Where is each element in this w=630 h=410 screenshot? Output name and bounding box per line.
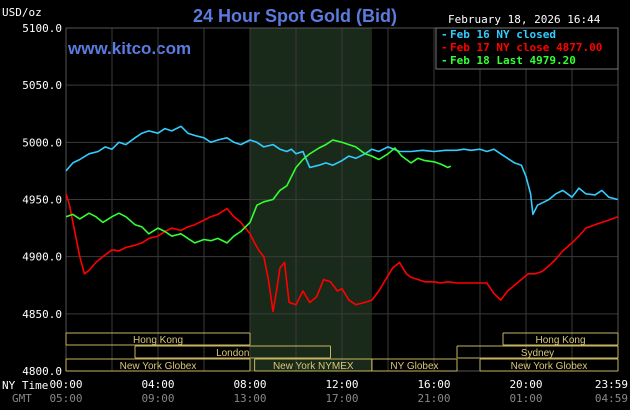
series-line (65, 139, 452, 244)
x-tick-label-ny: 00:00 (49, 378, 82, 391)
x-tick-label-ny: 04:00 (141, 378, 174, 391)
series-line (65, 125, 618, 216)
session-bar: Sydney (456, 345, 619, 359)
x-tick-label-gmt: 17:00 (325, 392, 358, 405)
ny-time-row-label: NY Time (2, 379, 48, 392)
x-axis: 00:00 04:00 08:00 12:00 16:00 20:00 23:59 05:00… (49, 378, 628, 405)
legend-item-feb16: Feb 16 NY closed (450, 28, 556, 41)
session-label: Hong Kong (535, 335, 585, 346)
y-tick-label: 5050.0 (22, 79, 62, 92)
website-watermark: www.kitco.com (67, 39, 191, 58)
y-unit-label: USD/oz (2, 6, 42, 19)
chart-date-time: February 18, 2026 16:44 (448, 13, 601, 26)
session-label: Hong Kong (133, 335, 183, 346)
y-tick-label: 4850.0 (22, 308, 62, 321)
legend-marker: - (441, 41, 448, 54)
session-label: New York NYMEX (273, 361, 354, 372)
x-tick-label-gmt: 04:59 (595, 392, 628, 405)
x-tick-label-gmt: 09:00 (141, 392, 174, 405)
x-tick-label-gmt: 13:00 (233, 392, 266, 405)
session-label: London (216, 348, 249, 359)
session-bar: New York Globex (65, 358, 251, 372)
session-bar: London (134, 345, 331, 359)
legend-box (435, 27, 619, 70)
session-bar: Hong Kong (65, 332, 251, 346)
series-line (65, 193, 619, 313)
y-tick-label: 5100.0 (22, 22, 62, 35)
x-tick-label-gmt: 05:00 (49, 392, 82, 405)
legend-marker: - (441, 54, 448, 67)
y-tick-label: 4800.0 (22, 365, 62, 378)
session-label: NY Globex (390, 361, 438, 372)
y-tick-label: 4900.0 (22, 251, 62, 264)
session-bar: Hong Kong (502, 332, 619, 346)
market-sessions: Hong Kong Hong Kong London Sydney New York G… (65, 332, 619, 372)
x-tick-label-ny: 20:00 (509, 378, 542, 391)
x-tick-label-gmt: 01:00 (509, 392, 542, 405)
session-bar: NY Globex (371, 358, 458, 372)
x-tick-label-ny: 08:00 (233, 378, 266, 391)
chart-legend: - Feb 16 NY closed - Feb 17 NY close 487… (435, 27, 619, 70)
y-axis: 5100.0 5050.0 5000.0 4950.0 4900.0 4850.0 4800… (22, 22, 62, 378)
x-tick-label-gmt: 21:00 (417, 392, 450, 405)
session-bar: New York Globex (479, 358, 619, 372)
chart-title: 24 Hour Spot Gold (Bid) (193, 6, 397, 26)
y-tick-label: 5000.0 (22, 136, 62, 149)
gmt-row-label: GMT (12, 392, 32, 405)
legend-item-feb18: Feb 18 Last 4979.20 (450, 54, 576, 67)
x-tick-label-ny: 16:00 (417, 378, 450, 391)
legend-marker: - (441, 28, 448, 41)
x-tick-label-ny: 12:00 (325, 378, 358, 391)
price-series (65, 125, 619, 313)
session-label: Sydney (521, 348, 554, 359)
x-tick-label-ny: 23:59 (595, 378, 628, 391)
legend-item-feb17: Feb 17 NY close 4877.00 (450, 41, 602, 54)
y-tick-label: 4950.0 (22, 194, 62, 207)
session-label: New York Globex (511, 361, 588, 372)
session-label: New York Globex (120, 361, 197, 372)
